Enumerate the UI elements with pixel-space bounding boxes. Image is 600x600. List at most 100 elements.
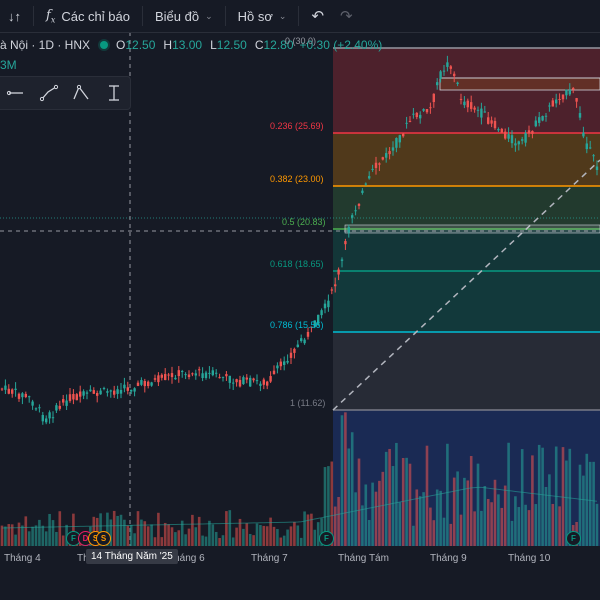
candle-body [4,385,7,390]
candle-body [470,102,473,109]
volume-bar [395,442,398,546]
candle-body [337,269,340,275]
event-marker-s[interactable]: S [96,531,111,546]
candle-body [300,338,303,342]
candle-body [361,190,364,193]
candle-body [405,122,408,124]
fib-zone-05-0618 [333,229,600,271]
volume-bar [578,464,582,546]
toolbar-divider [298,6,300,26]
price-chart[interactable] [0,0,600,546]
text-tool-button[interactable] [102,81,126,105]
candle-body [109,390,112,392]
candle-body [419,114,422,119]
candle-body [160,374,163,378]
volume-bar [551,503,555,546]
volume-bar [201,535,204,546]
volume-bar [463,477,466,546]
volume-bar [531,455,534,546]
volume-bar [357,458,361,546]
compare-button[interactable]: ↓↑ [0,0,29,32]
candle-body [340,259,344,261]
candle-body [283,361,286,365]
volume-bar [490,502,493,546]
candle-body [133,388,136,392]
candle-body [422,109,425,111]
candle-body [164,374,167,381]
candle-body [436,82,439,86]
volume-bar [367,520,371,546]
candle-body [249,377,252,387]
chart-type-button[interactable]: Biểu đồ ⌄ [147,0,221,32]
candle-body [582,132,585,137]
volume-bar [276,529,279,546]
volume-bar [150,524,153,546]
indicators-button[interactable]: fx Các chỉ báo [38,0,138,32]
candle-body [106,391,109,393]
fib-zone-0382-05 [333,186,600,229]
fib-trend-line [332,159,600,411]
volume-bar [412,525,415,546]
x-label: Tháng 6 [168,553,205,564]
high-value: 13.00 [172,38,203,52]
candle-body [334,284,337,287]
candle-body [500,128,503,133]
candle-body [368,176,371,179]
fib-zone-0618-0786 [333,271,600,332]
volume-bar [316,522,320,546]
volume-bar [507,442,510,546]
candle-body [150,382,153,386]
candle-body [28,396,31,398]
pattern-tool-button[interactable] [69,81,93,105]
volume-bar [350,432,354,546]
symbol-name[interactable]: à Nội · 1D · HNX [0,38,91,52]
volume-bar [401,458,405,546]
volume-bar [313,529,317,546]
candle-body [317,314,320,325]
volume-bar [415,489,419,546]
candle-body [402,133,405,137]
event-marker-f[interactable]: F [566,531,581,546]
candle-body [79,391,82,397]
volume-bar [225,511,228,546]
candle-body [238,379,242,387]
line-tool-button[interactable] [4,81,28,105]
profile-button[interactable]: Hồ sơ ⌄ [230,0,295,32]
volume-bar [106,512,109,546]
event-marker-f[interactable]: F [319,531,334,546]
volume-bar [429,507,432,546]
candle-body [269,376,272,382]
candle-body [245,377,248,380]
volume-bar [177,530,181,546]
candle-body [354,210,357,212]
horizontal-line-icon [7,90,24,96]
redo-button[interactable]: ↷ [332,0,361,32]
candle-body [347,227,350,233]
close-value: 12.80 [263,38,294,52]
volume-bar [361,505,364,546]
volume-bar [146,526,150,546]
volume-bar [388,448,391,546]
undo-button[interactable]: ↶ [303,0,332,32]
candle-body [65,400,68,406]
candle-body [221,376,225,378]
volume-bar [116,515,119,546]
candle-body [286,360,289,363]
function-icon: fx [46,7,56,25]
volume-bar [503,485,507,546]
candle-body [279,361,282,367]
trend-line-tool-button[interactable] [37,81,61,105]
volume-bar [133,533,136,546]
time-axis[interactable]: Tháng 4 Th Tháng 6 Tháng 7 Tháng Tám Thá… [0,546,600,568]
volume-bar [582,475,585,546]
candle-body [585,143,588,150]
volume-bar [293,521,296,546]
volume-bar [170,527,174,546]
volume-bar [456,471,459,546]
candle-body [490,120,493,124]
candle-body [259,383,262,386]
high-key: H [163,38,173,52]
volume-bar [248,533,252,546]
volume-bar [126,525,130,546]
market-status-dot [100,41,109,49]
